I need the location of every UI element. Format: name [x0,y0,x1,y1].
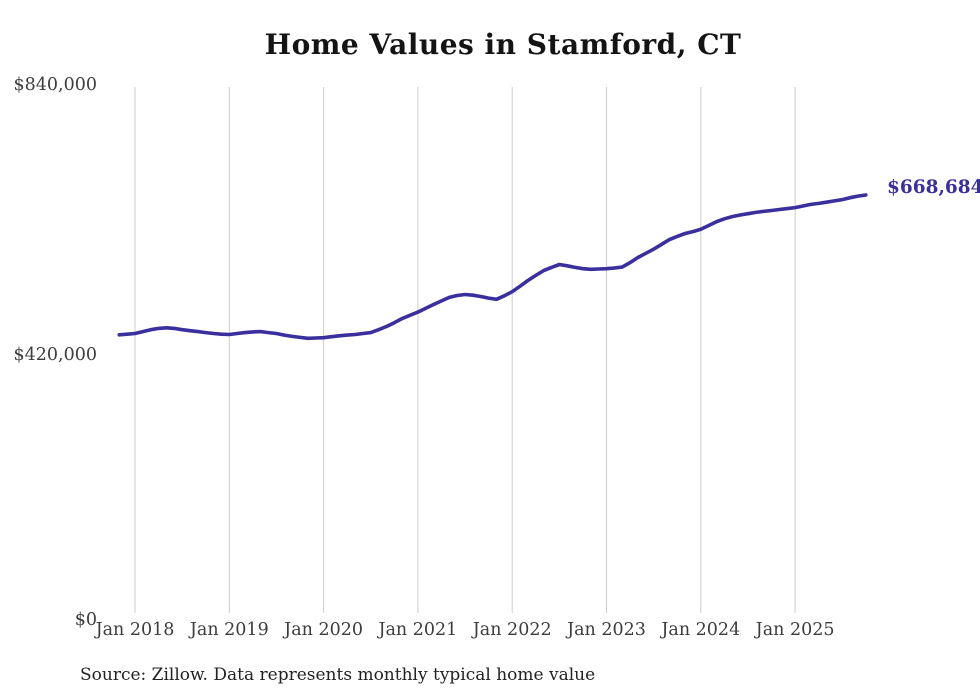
home-value-line [117,193,868,341]
y-tick-label-0: $0 [74,610,97,630]
latest-value-label: $668,684 [887,177,980,198]
x-tick-label: Jan 2020 [284,620,364,640]
x-tick-label: Jan 2023 [567,620,646,640]
chart-title: Home Values in Stamford, CT [264,28,742,61]
source-note: Source: Zillow. Data represents monthly … [80,665,596,685]
gridlines [134,87,796,613]
x-tick-label: Jan 2018 [95,620,175,640]
x-tick-label: Jan 2024 [661,620,741,640]
x-tick-label: Jan 2022 [472,620,552,640]
x-tick-label: Jan 2025 [755,620,835,640]
y-tick-label-840000: $840,000 [13,75,97,95]
x-tick-label: Jan 2021 [378,620,458,640]
x-tick-label: Jan 2019 [189,620,269,640]
y-tick-label-420000: $420,000 [13,345,97,365]
